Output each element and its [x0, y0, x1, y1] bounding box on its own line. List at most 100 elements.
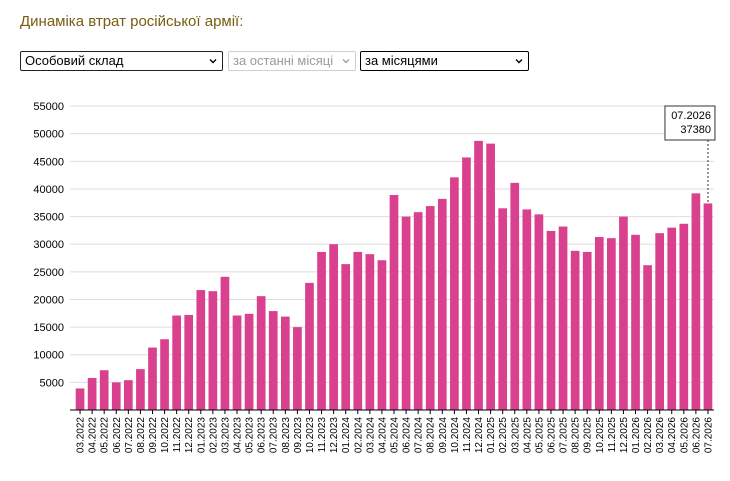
x-tick-label: 06.2023 — [257, 417, 268, 454]
bar[interactable] — [317, 251, 326, 410]
x-tick-label: 09.2025 — [583, 417, 594, 454]
tooltip-label: 07.2026 — [671, 110, 711, 122]
bar[interactable] — [643, 265, 652, 410]
x-tick-label: 04.2022 — [88, 417, 99, 454]
bar[interactable] — [425, 206, 435, 410]
chevron-down-icon — [209, 59, 217, 64]
bar[interactable] — [136, 369, 145, 410]
bar[interactable] — [353, 251, 363, 410]
bar[interactable] — [268, 311, 278, 410]
x-tick-label: 09.2024 — [438, 417, 449, 454]
x-tick-label: 01.2026 — [631, 417, 642, 454]
bar[interactable] — [377, 260, 387, 410]
x-tick-label: 10.2022 — [160, 417, 171, 454]
x-tick-label: 03.2025 — [510, 417, 521, 454]
x-tick-label: 05.2025 — [534, 417, 545, 454]
bar[interactable] — [474, 140, 483, 411]
x-tick-label: 07.2023 — [269, 417, 280, 454]
x-tick-label: 11.2023 — [317, 417, 328, 453]
bar[interactable] — [691, 193, 701, 410]
bar[interactable] — [329, 244, 338, 410]
bar[interactable] — [450, 177, 459, 410]
bar[interactable] — [679, 223, 689, 410]
x-tick-label: 07.2025 — [559, 417, 570, 454]
page-title: Динаміка втрат російської армії: — [20, 13, 244, 30]
x-tick-label: 12.2025 — [619, 417, 630, 454]
bar[interactable] — [389, 195, 399, 410]
bar[interactable] — [401, 216, 411, 410]
bar[interactable] — [667, 227, 677, 410]
x-tick-label: 02.2025 — [498, 417, 509, 454]
bar[interactable] — [172, 315, 181, 411]
bar[interactable] — [522, 209, 532, 410]
bar[interactable] — [123, 380, 133, 410]
bar[interactable] — [293, 327, 302, 410]
bar[interactable] — [365, 254, 375, 410]
bar[interactable] — [703, 203, 713, 410]
tooltip-box — [664, 105, 716, 141]
x-tick-label: 05.2023 — [245, 417, 256, 454]
bar[interactable] — [184, 314, 194, 410]
x-tick-label: 01.2025 — [486, 417, 497, 454]
bar[interactable] — [341, 264, 351, 410]
x-tick-label: 06.2026 — [691, 417, 702, 454]
bar[interactable] — [582, 251, 592, 410]
bar[interactable] — [534, 214, 544, 410]
bar[interactable] — [655, 233, 665, 410]
bar[interactable] — [486, 143, 495, 410]
bar[interactable] — [546, 230, 556, 410]
bar[interactable] — [196, 290, 206, 410]
x-tick-label: 08.2025 — [571, 417, 582, 454]
bar[interactable] — [244, 313, 254, 410]
bar[interactable] — [75, 388, 85, 410]
chevron-down-icon — [515, 59, 523, 64]
bar[interactable] — [305, 282, 314, 410]
bar[interactable] — [510, 182, 520, 410]
bar[interactable] — [498, 208, 508, 410]
bar[interactable] — [111, 382, 121, 410]
bar[interactable] — [607, 238, 616, 410]
period-select[interactable]: за останні місяці — [228, 51, 356, 71]
x-tick-label: 12.2022 — [184, 417, 195, 454]
x-tick-label: 04.2024 — [377, 417, 388, 454]
bar[interactable] — [570, 250, 580, 410]
tooltip-value: 37380 — [680, 124, 711, 136]
x-tick-label: 10.2024 — [450, 417, 461, 454]
bar[interactable] — [256, 296, 266, 410]
x-tick-label: 04.2023 — [233, 417, 244, 454]
x-tick-label: 09.2023 — [293, 417, 304, 454]
chevron-down-icon — [342, 59, 350, 64]
grouping-select[interactable]: за місяцями — [360, 51, 529, 71]
x-tick-label: 08.2024 — [426, 417, 437, 454]
bar[interactable] — [413, 212, 423, 410]
bar[interactable] — [208, 291, 218, 410]
bar[interactable] — [160, 339, 169, 410]
bar[interactable] — [99, 370, 109, 410]
bar[interactable] — [594, 237, 604, 410]
x-tick-label: 11.2022 — [172, 417, 183, 453]
x-tick-label: 03.2023 — [220, 417, 231, 454]
x-tick-label: 05.2026 — [679, 417, 690, 454]
bar[interactable] — [558, 226, 568, 410]
x-tick-label: 11.2024 — [462, 417, 473, 453]
y-tick-label: 20000 — [33, 294, 64, 306]
y-tick-label: 50000 — [33, 129, 64, 141]
bar[interactable] — [437, 198, 447, 410]
y-tick-label: 40000 — [33, 184, 64, 196]
bar[interactable] — [631, 234, 640, 410]
period-select-value: за останні місяці — [233, 53, 334, 68]
x-tick-label: 02.2024 — [353, 417, 364, 454]
bar[interactable] — [280, 316, 290, 410]
bar[interactable] — [220, 276, 230, 410]
bar[interactable] — [462, 157, 471, 410]
y-tick-label: 45000 — [33, 156, 64, 168]
bar[interactable] — [87, 377, 97, 410]
bar[interactable] — [619, 216, 628, 410]
category-select-value: Особовий склад — [25, 53, 124, 68]
bar[interactable] — [148, 347, 157, 410]
y-tick-label: 55000 — [33, 101, 64, 113]
bar[interactable] — [232, 315, 242, 411]
x-tick-label: 10.2023 — [305, 417, 316, 454]
x-tick-label: 02.2026 — [643, 417, 654, 454]
category-select[interactable]: Особовий склад — [20, 51, 223, 71]
